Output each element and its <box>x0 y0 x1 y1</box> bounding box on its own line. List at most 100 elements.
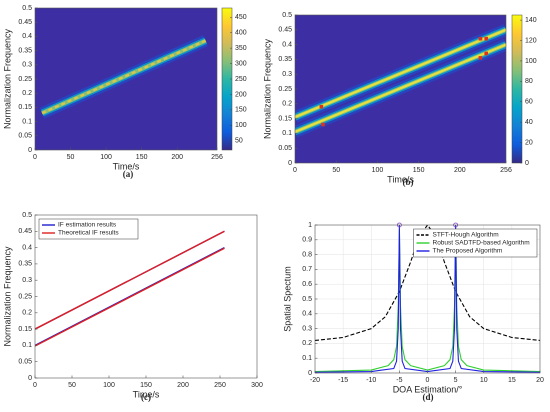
y-tick-label: 0.8 <box>302 251 312 258</box>
y-tick-label: 0.6 <box>302 281 312 288</box>
x-tick-label: -5 <box>396 377 402 384</box>
y-tick-label: 0.3 <box>22 277 32 284</box>
caption: (a) <box>123 169 134 179</box>
marker <box>478 56 483 60</box>
x-tick-label: 100 <box>372 167 384 174</box>
y-tick-label: 0.15 <box>18 104 32 111</box>
y-tick-label: 0 <box>308 370 312 377</box>
x-tick-label: 200 <box>171 154 183 161</box>
y-tick-label: 0.35 <box>278 56 292 63</box>
x-tick-label: -10 <box>366 377 376 384</box>
y-axis-label: Normalization Frequency <box>2 28 12 129</box>
x-axis-label: Time/s <box>133 389 160 399</box>
x-tick-label: 200 <box>454 167 466 174</box>
y-tick-label: 0.05 <box>18 133 32 140</box>
y-tick-label: 0.35 <box>18 47 32 54</box>
y-tick-label: 0.9 <box>302 237 312 244</box>
y-tick-label: 0.15 <box>278 115 292 122</box>
caption: (b) <box>403 177 414 187</box>
y-tick-label: 1 <box>308 222 312 229</box>
y-tick-label: 0 <box>28 147 32 154</box>
y-axis-label: Normalization Frequency <box>2 246 12 347</box>
y-tick-label: 0.4 <box>302 311 312 318</box>
x-tick-label: 10 <box>480 377 488 384</box>
colorbar-tick-label: 200 <box>235 91 247 98</box>
y-tick-label: 0.25 <box>278 86 292 93</box>
legend-label: Robust SADTFD-based Algorithm <box>433 240 530 247</box>
x-tick-label: 0 <box>426 377 430 384</box>
y-tick-label: 0.1 <box>22 118 32 125</box>
y-tick-label: 0.25 <box>18 293 32 300</box>
marker <box>478 36 483 41</box>
x-tick-label: 150 <box>136 154 148 161</box>
y-tick-label: 0.25 <box>18 76 32 83</box>
x-tick-label: 50 <box>67 154 75 161</box>
plot-area <box>295 15 506 163</box>
ridge <box>295 28 506 119</box>
colorbar-tick-label: 80 <box>525 78 533 85</box>
y-tick-label: 0.2 <box>302 340 312 347</box>
y-tick-label: 0.4 <box>282 41 292 48</box>
y-tick-label: 0 <box>288 160 292 167</box>
y-tick-label: 0.3 <box>302 325 312 332</box>
caption: (d) <box>423 392 434 402</box>
x-tick-label: -20 <box>310 377 320 384</box>
x-tick-label: -15 <box>338 377 348 384</box>
colorbar-tick-label: 40 <box>525 119 533 126</box>
x-tick-label: 150 <box>413 167 425 174</box>
colorbar-tick-label: 150 <box>235 107 247 114</box>
x-tick-label: 0 <box>33 154 37 161</box>
legend-label: IF estimation results <box>58 222 117 229</box>
colorbar-tick-label: 60 <box>525 99 533 106</box>
colorbar-tick-label: 120 <box>525 37 537 44</box>
series-line <box>315 229 540 373</box>
x-axis-label: Time/s <box>113 161 140 171</box>
y-tick-label: 0.3 <box>22 62 32 69</box>
colorbar-tick-label: 350 <box>235 45 247 52</box>
y-tick-label: 0.2 <box>282 101 292 108</box>
x-axis-label: Time/s <box>387 174 414 184</box>
ridge <box>295 43 506 133</box>
y-axis-label: Normalization Frequency <box>262 38 272 139</box>
y-tick-label: 0.45 <box>18 19 32 26</box>
series-line <box>35 247 225 347</box>
x-tick-label: 250 <box>214 382 226 389</box>
y-tick-label: 0.3 <box>282 71 292 78</box>
x-tick-label: 15 <box>508 377 516 384</box>
colorbar-tick-label: 450 <box>235 14 247 21</box>
y-tick-label: 0.15 <box>18 326 32 333</box>
colorbar <box>511 14 523 164</box>
x-tick-label: 150 <box>140 382 152 389</box>
x-tick-label: 300 <box>251 382 263 389</box>
series-line <box>35 230 225 330</box>
y-tick-label: 0.7 <box>302 266 312 273</box>
y-tick-label: 0.1 <box>302 355 312 362</box>
y-tick-label: 0.35 <box>18 261 32 268</box>
marker <box>319 104 324 109</box>
ridge <box>41 39 207 115</box>
x-tick-label: 50 <box>68 382 76 389</box>
marker <box>484 36 489 41</box>
x-tick-label: 0 <box>33 382 37 389</box>
legend-box <box>38 218 139 240</box>
legend-box <box>413 228 538 258</box>
series-line <box>315 225 540 341</box>
y-tick-label: 0.5 <box>282 12 292 19</box>
y-tick-label: 0.2 <box>22 310 32 317</box>
colorbar-tick-label: 250 <box>235 76 247 83</box>
y-axis-label: Spatial Spectum <box>282 266 292 332</box>
x-tick-label: 50 <box>332 167 340 174</box>
colorbar-tick-label: 100 <box>235 122 247 129</box>
legend-label: Theoretical IF results <box>58 230 119 237</box>
y-tick-label: 0.4 <box>22 244 32 251</box>
y-tick-label: 0.45 <box>278 27 292 34</box>
y-tick-label: 0.05 <box>278 145 292 152</box>
colorbar-tick-label: 20 <box>525 139 533 146</box>
axes-frame <box>34 214 258 379</box>
y-tick-label: 0.5 <box>302 296 312 303</box>
y-tick-label: 0.5 <box>22 5 32 12</box>
marker <box>484 51 489 56</box>
x-tick-label: 0 <box>293 167 297 174</box>
legend-label: The Proposed Algorithm <box>433 248 503 255</box>
x-axis-label: DOA Estimation/° <box>393 384 463 394</box>
